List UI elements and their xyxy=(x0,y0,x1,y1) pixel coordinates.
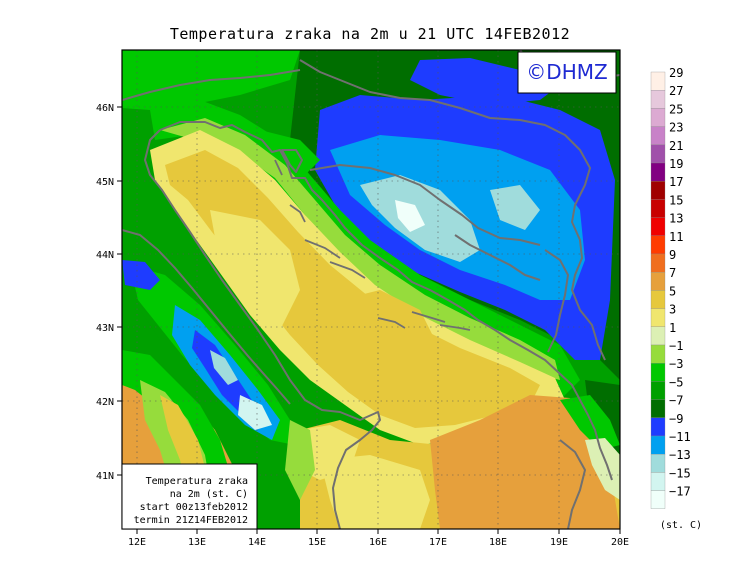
lat-tick-label: 41N xyxy=(96,471,114,482)
colorbar-swatch xyxy=(650,162,666,182)
colorbar-label: 3 xyxy=(669,303,676,317)
info-line-3: start 00z13feb2012 xyxy=(140,502,248,513)
colorbar-label: 15 xyxy=(669,193,683,207)
colorbar-label: 9 xyxy=(669,248,676,262)
colorbar-label: −9 xyxy=(669,412,683,426)
colorbar-swatch xyxy=(650,308,666,327)
colorbar-swatch xyxy=(650,435,666,455)
lon-tick-label: 20E xyxy=(611,537,629,548)
colorbar-swatch xyxy=(650,490,666,509)
colorbar-label: −17 xyxy=(669,485,691,499)
colorbar-swatch xyxy=(650,90,666,109)
watermark-text: ©DHMZ xyxy=(526,60,607,84)
colorbar-swatch xyxy=(650,253,666,273)
colorbar-swatch xyxy=(650,126,666,145)
colorbar-label: −15 xyxy=(669,466,691,480)
colorbar-swatch xyxy=(650,399,666,418)
colorbar-label: −3 xyxy=(669,357,683,371)
colorbar-label: 7 xyxy=(669,266,676,280)
lat-tick-label: 42N xyxy=(96,397,114,408)
colorbar-swatch xyxy=(650,108,666,127)
colorbar-label: 25 xyxy=(669,102,683,116)
colorbar-swatch xyxy=(650,272,666,291)
colorbar-swatch xyxy=(650,472,666,491)
dhmz-watermark: ©DHMZ xyxy=(517,51,617,94)
colorbar-label: −5 xyxy=(669,375,683,389)
colorbar-label: 19 xyxy=(669,157,683,171)
colorbar-swatch xyxy=(650,235,666,255)
colorbar-label: −11 xyxy=(669,430,691,444)
info-box: Temperatura zraka na 2m (st. C) start 00… xyxy=(121,463,258,530)
colorbar-label: 13 xyxy=(669,212,683,226)
lon-tick-label: 14E xyxy=(248,537,266,548)
colorbar-label: −7 xyxy=(669,394,683,408)
colorbar-label: 23 xyxy=(669,121,683,135)
temperature-field xyxy=(122,50,620,529)
colorbar-swatch xyxy=(650,71,666,91)
colorbar-label: 17 xyxy=(669,175,683,189)
lat-tick-label: 43N xyxy=(96,323,114,334)
lat-tick-label: 45N xyxy=(96,177,114,188)
lon-tick-label: 16E xyxy=(369,537,387,548)
longitude-axis: 12E 13E 14E 15E 16E 17E 18E 19E 20E xyxy=(128,529,629,548)
colorbar-swatch xyxy=(650,199,666,218)
colorbar-label: 29 xyxy=(669,66,683,80)
colorbar-label: 1 xyxy=(669,321,676,335)
colorbar-label: 27 xyxy=(669,84,683,98)
colorbar-label: −1 xyxy=(669,339,683,353)
colorbar-label: −13 xyxy=(669,448,691,462)
lon-tick-label: 17E xyxy=(429,537,447,548)
colorbar-swatch xyxy=(650,290,666,309)
colorbar-legend: 29 27 25 23 21 19 17 15 13 11 9 7 5 3 1 −1 −3 −5 −7 −9 −11 −1… xyxy=(650,66,691,509)
lon-tick-label: 18E xyxy=(489,537,507,548)
colorbar-swatch xyxy=(650,181,666,200)
colorbar-swatch xyxy=(650,326,666,346)
colorbar-unit: (st. C) xyxy=(660,520,702,531)
colorbar-label: 11 xyxy=(669,230,683,244)
colorbar-label: 21 xyxy=(669,139,683,153)
colorbar-swatch xyxy=(650,344,666,364)
latitude-axis: 46N 45N 44N 43N 42N 41N xyxy=(96,103,122,482)
lat-tick-label: 46N xyxy=(96,103,114,114)
lon-tick-label: 19E xyxy=(550,537,568,548)
info-line-1: Temperatura zraka xyxy=(146,476,248,487)
lon-tick-label: 13E xyxy=(188,537,206,548)
info-line-2: na 2m (st. C) xyxy=(170,489,248,500)
lon-tick-label: 12E xyxy=(128,537,146,548)
chart-title: Temperatura zraka na 2m u 21 UTC 14FEB20… xyxy=(169,25,571,43)
lon-tick-label: 15E xyxy=(308,537,326,548)
colorbar-swatch xyxy=(650,417,666,437)
info-line-4: termin 21Z14FEB2012 xyxy=(134,515,248,526)
colorbar-swatch xyxy=(650,381,666,400)
colorbar-swatch xyxy=(650,454,666,473)
map-frame xyxy=(121,49,621,530)
coastline xyxy=(122,50,620,529)
colorbar-swatch xyxy=(650,363,666,382)
colorbar-swatch xyxy=(650,217,666,236)
lat-tick-label: 44N xyxy=(96,250,114,261)
colorbar-label: 5 xyxy=(669,284,676,298)
colorbar-swatch xyxy=(650,144,666,164)
islands xyxy=(274,159,471,331)
